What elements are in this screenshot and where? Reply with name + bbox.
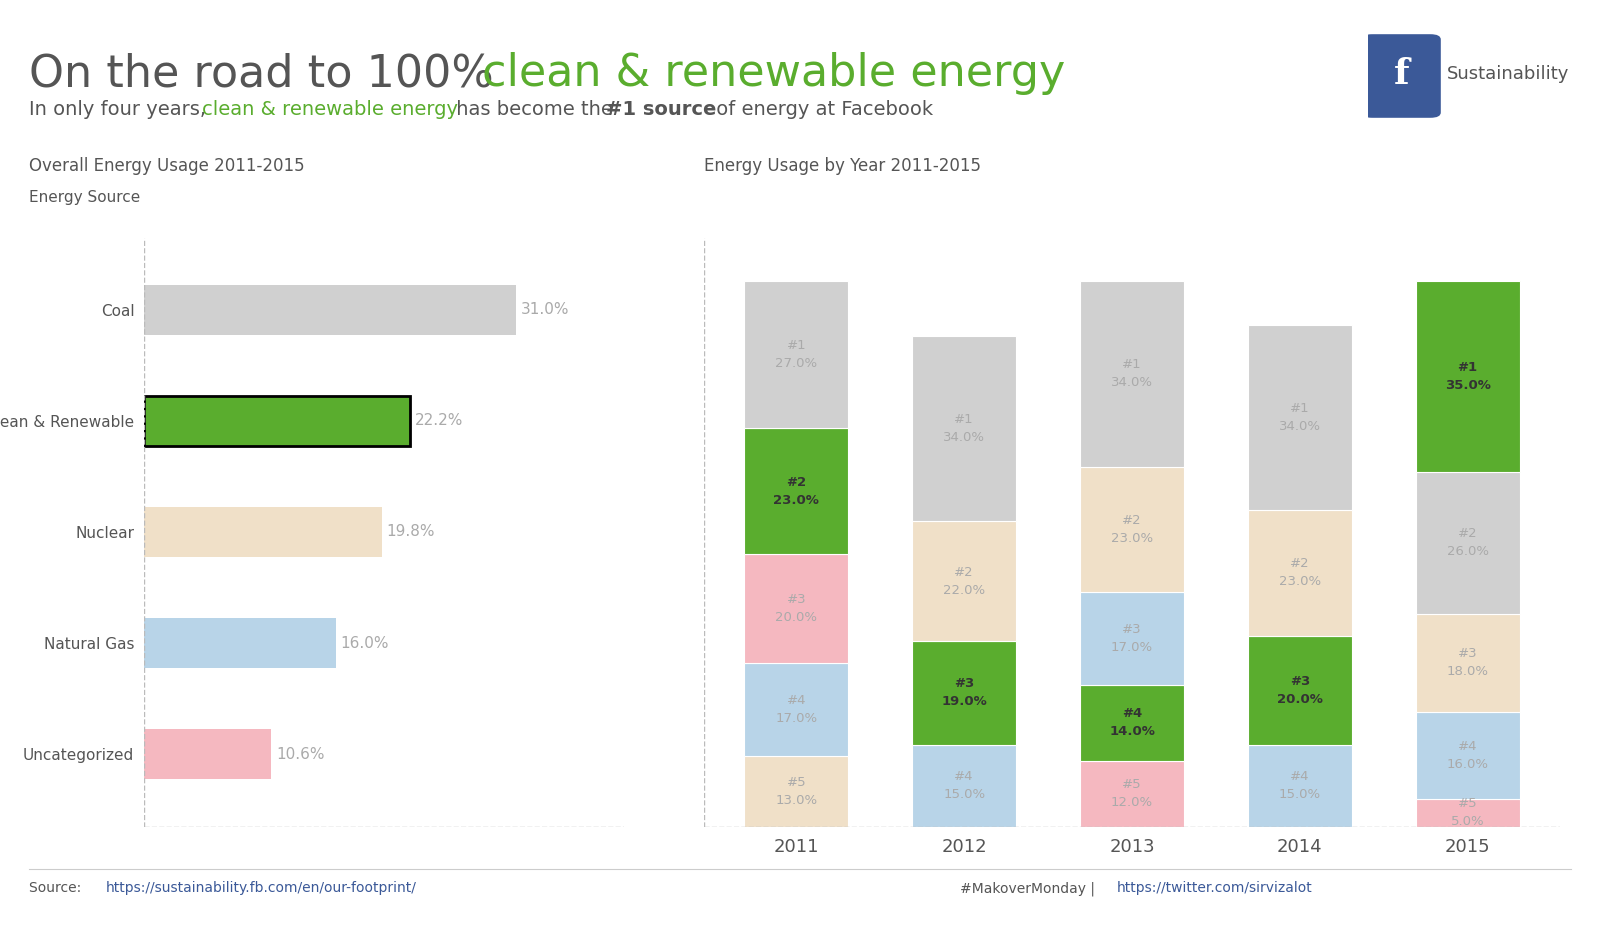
Text: clean & renewable energy: clean & renewable energy: [202, 100, 458, 119]
Bar: [744, 755, 848, 826]
Bar: [144, 507, 382, 557]
Text: 31.0%: 31.0%: [520, 302, 570, 317]
Bar: [144, 396, 410, 446]
Bar: [1416, 712, 1520, 799]
Bar: [1080, 592, 1184, 685]
Bar: [1248, 745, 1352, 826]
Text: #4
16.0%: #4 16.0%: [1446, 740, 1488, 771]
Text: Source:: Source:: [29, 882, 85, 895]
Bar: [1080, 466, 1184, 592]
FancyBboxPatch shape: [1362, 34, 1440, 118]
Text: On the road to 100%: On the road to 100%: [29, 52, 507, 95]
Bar: [744, 428, 848, 554]
Text: Sustainability: Sustainability: [1446, 65, 1570, 83]
Text: #3
18.0%: #3 18.0%: [1446, 647, 1488, 678]
Bar: [912, 641, 1016, 745]
Bar: [1248, 325, 1352, 510]
Bar: [1248, 510, 1352, 636]
Text: 19.8%: 19.8%: [387, 524, 435, 540]
Text: #1
34.0%: #1 34.0%: [1110, 358, 1154, 389]
Text: #4
15.0%: #4 15.0%: [942, 770, 986, 801]
Bar: [744, 554, 848, 663]
Text: #1
34.0%: #1 34.0%: [1278, 402, 1322, 433]
Text: #1
35.0%: #1 35.0%: [1445, 361, 1491, 392]
Text: Energy Source: Energy Source: [29, 190, 141, 205]
Text: #3
17.0%: #3 17.0%: [1110, 623, 1154, 654]
Text: 22.2%: 22.2%: [416, 413, 464, 428]
Bar: [744, 281, 848, 428]
Text: of energy at Facebook: of energy at Facebook: [710, 100, 933, 119]
Text: f: f: [1394, 57, 1410, 91]
Text: Overall Energy Usage 2011-2015: Overall Energy Usage 2011-2015: [29, 157, 304, 175]
Bar: [144, 730, 270, 779]
Text: In only four years,: In only four years,: [29, 100, 213, 119]
Bar: [1416, 472, 1520, 614]
Text: #4
15.0%: #4 15.0%: [1278, 770, 1322, 801]
Bar: [744, 663, 848, 755]
Text: #2
26.0%: #2 26.0%: [1446, 527, 1488, 559]
Text: has become the: has become the: [450, 100, 619, 119]
Bar: [912, 522, 1016, 641]
Text: 16.0%: 16.0%: [341, 636, 389, 651]
Bar: [1248, 636, 1352, 745]
Text: #3
20.0%: #3 20.0%: [1277, 674, 1323, 706]
Text: 10.6%: 10.6%: [277, 747, 325, 762]
Bar: [912, 745, 1016, 826]
Text: #2
22.0%: #2 22.0%: [942, 565, 986, 597]
Text: #2
23.0%: #2 23.0%: [1110, 514, 1154, 544]
Text: #1
27.0%: #1 27.0%: [776, 339, 818, 370]
Text: #1
34.0%: #1 34.0%: [942, 413, 986, 444]
Text: #2
23.0%: #2 23.0%: [1278, 558, 1322, 588]
Text: #3
20.0%: #3 20.0%: [776, 593, 818, 624]
Text: https://twitter.com/sirvizalot: https://twitter.com/sirvizalot: [1117, 882, 1312, 895]
Text: #5
5.0%: #5 5.0%: [1451, 797, 1485, 828]
Text: https://sustainability.fb.com/en/our-footprint/: https://sustainability.fb.com/en/our-foo…: [106, 882, 416, 895]
Text: #1 source: #1 source: [606, 100, 717, 119]
Text: #5
12.0%: #5 12.0%: [1110, 778, 1154, 809]
Bar: [1080, 685, 1184, 761]
Bar: [1416, 799, 1520, 826]
Text: #5
13.0%: #5 13.0%: [776, 775, 818, 807]
Bar: [1080, 761, 1184, 826]
Text: #4
14.0%: #4 14.0%: [1109, 708, 1155, 738]
Text: clean & renewable energy: clean & renewable energy: [482, 52, 1066, 95]
Bar: [144, 285, 515, 334]
Text: #4
17.0%: #4 17.0%: [776, 694, 818, 725]
Bar: [1416, 281, 1520, 472]
Bar: [144, 618, 336, 668]
Text: #2
23.0%: #2 23.0%: [773, 476, 819, 506]
Text: #3
19.0%: #3 19.0%: [941, 677, 987, 709]
Bar: [1080, 281, 1184, 466]
Text: Energy Usage by Year 2011-2015: Energy Usage by Year 2011-2015: [704, 157, 981, 175]
Text: #MakoverMonday |: #MakoverMonday |: [960, 881, 1099, 896]
Bar: [912, 335, 1016, 522]
Bar: [1416, 614, 1520, 712]
